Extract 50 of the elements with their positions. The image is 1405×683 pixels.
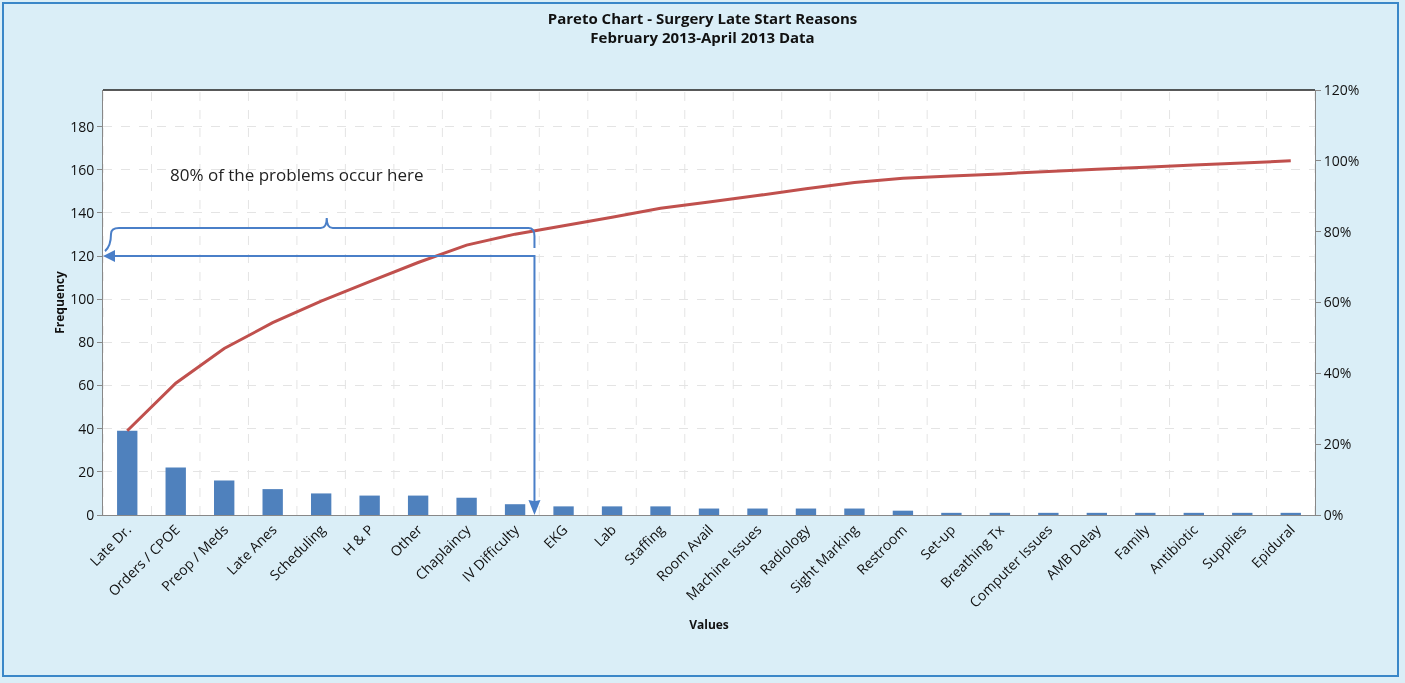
bar (844, 508, 865, 515)
bar (117, 430, 138, 515)
bar (989, 512, 1011, 515)
annotation: 80% of the problems occur here (170, 163, 424, 186)
bar (456, 497, 477, 515)
y-tick-label: 120 (70, 246, 95, 266)
chart-subtitle: February 2013-April 2013 Data (590, 27, 815, 48)
y2-tick-label: 20% (1323, 434, 1352, 454)
bar (601, 506, 623, 515)
bar (747, 508, 768, 515)
bar (698, 508, 720, 515)
bar (1183, 512, 1204, 515)
bar (1086, 512, 1108, 515)
bar (1280, 512, 1301, 515)
y-tick-label: 180 (70, 116, 95, 136)
y-tick-label: 0 (86, 504, 95, 524)
line-series (125, 159, 1293, 433)
y2-tick-label: 0% (1323, 504, 1344, 524)
bar (214, 480, 235, 515)
chart-title: Pareto Chart - Surgery Late Start Reasons (547, 7, 858, 28)
bar (1135, 512, 1156, 515)
bar (262, 489, 283, 515)
x-tick-label: Lab (589, 520, 620, 551)
bar (1232, 512, 1253, 515)
y-tick-label: 80 (78, 332, 95, 352)
y-tick-label: 40 (78, 418, 95, 438)
y-tick-label: 100 (70, 289, 95, 309)
bar (504, 504, 526, 515)
bar (650, 506, 671, 515)
bar (1038, 512, 1059, 515)
x-tick-label: H & P (338, 520, 378, 560)
bar (941, 512, 962, 515)
bar (553, 506, 574, 515)
y-tick-label: 140 (70, 202, 95, 222)
y2-tick-label: 40% (1323, 363, 1352, 383)
y2-tick-label: 100% (1323, 150, 1360, 170)
y2-tick-label: 80% (1323, 221, 1352, 241)
bar (165, 467, 186, 515)
x-axis-title: Values (689, 616, 729, 634)
y-axis-title: Frequency (51, 271, 69, 334)
y-tick-label: 160 (70, 159, 95, 179)
bar (310, 493, 332, 515)
bar (892, 510, 914, 515)
y2-tick-label: 120% (1323, 79, 1360, 99)
y2-tick-label: 60% (1323, 292, 1352, 312)
y-tick-label: 60 (78, 375, 95, 395)
y-tick-label: 20 (78, 461, 95, 481)
bar (407, 495, 429, 515)
bar (359, 495, 380, 515)
bar (795, 508, 817, 515)
